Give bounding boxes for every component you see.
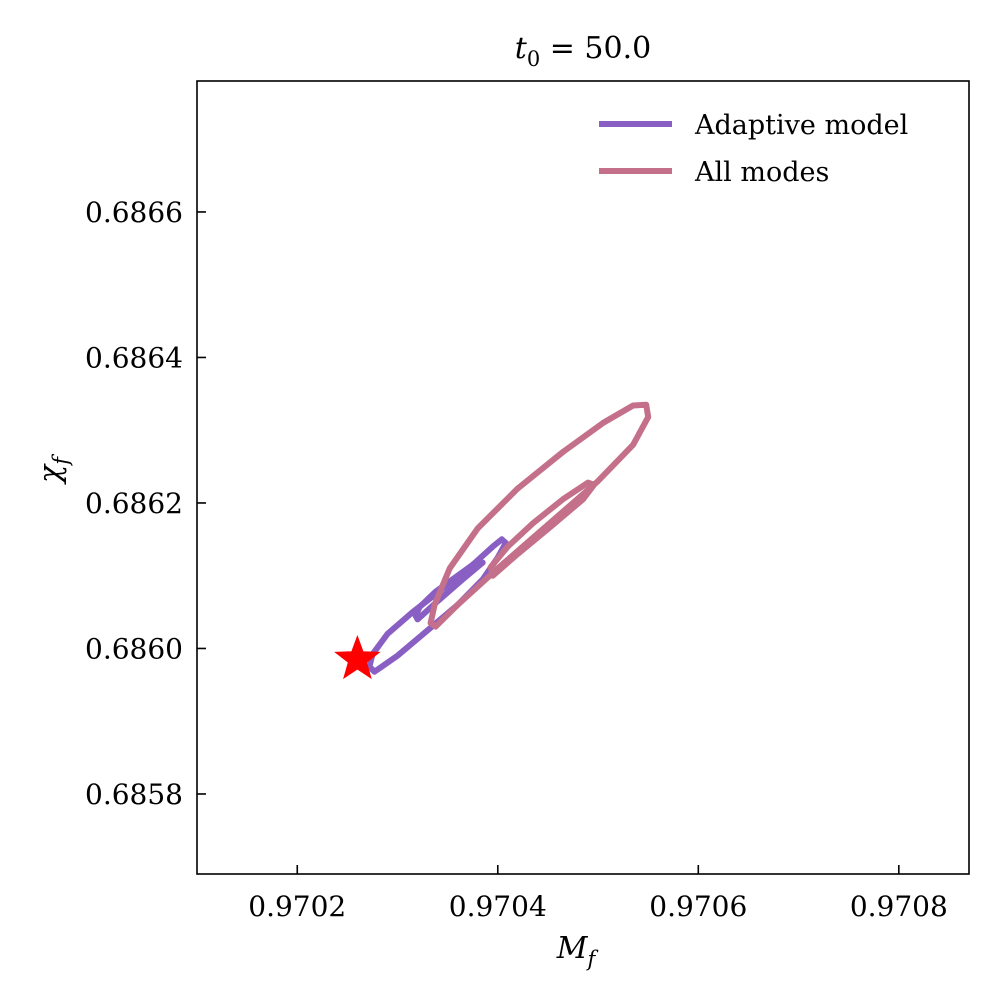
y-tick-label: 0.6860: [85, 632, 183, 665]
x-axis-ticks: 0.9702 0.9704 0.9706 0.9708: [248, 865, 948, 923]
x-tick-label: 0.9706: [649, 890, 747, 923]
y-tick-label: 0.6862: [85, 487, 183, 520]
plot-frame: [196, 80, 970, 875]
title-rest: = 50.0: [540, 31, 651, 66]
star-marker: [334, 634, 381, 680]
y-axis-label-group: χf: [33, 454, 73, 485]
y-axis-label: χf: [33, 454, 73, 485]
x-axis-label-sub: f: [585, 947, 598, 971]
y-axis-label-var: χ: [33, 463, 68, 485]
x-tick-label: 0.9708: [850, 890, 948, 923]
x-axis-label: Mf: [556, 931, 599, 971]
series-0-contour-0: [366, 536, 509, 675]
title-sub: 0: [527, 47, 540, 71]
y-axis-ticks: 0.6858 0.6860 0.6862 0.6864 0.6866: [85, 196, 206, 811]
y-axis-label-sub: f: [49, 454, 73, 467]
y-tick-label: 0.6858: [85, 778, 183, 811]
title-var: t: [515, 31, 528, 66]
marker-layer: [334, 634, 381, 680]
x-tick-label: 0.9702: [248, 890, 346, 923]
y-tick-label: 0.6864: [85, 341, 183, 374]
x-axis-label-var: M: [556, 931, 589, 966]
legend: Adaptive model All modes: [599, 110, 908, 188]
legend-label: Adaptive model: [694, 110, 908, 141]
series-1-contour-1: [487, 479, 597, 579]
series-0-contour-1: [412, 558, 486, 623]
series-layer: [366, 401, 652, 675]
y-tick-label: 0.6866: [85, 196, 183, 229]
legend-label: All modes: [694, 157, 829, 188]
chart-title: t0 = 50.0: [515, 31, 651, 71]
x-tick-label: 0.9704: [449, 890, 547, 923]
